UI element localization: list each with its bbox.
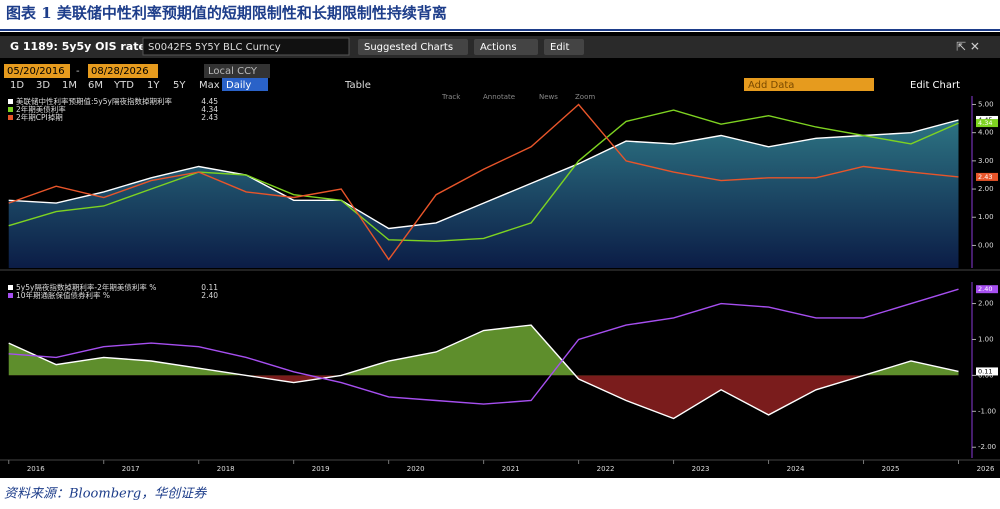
- menu-label: Actions: [480, 42, 517, 53]
- end-date-box[interactable]: [88, 64, 158, 78]
- source: 资料来源：Bloomberg，华创证券: [4, 487, 207, 502]
- figure-title: 图表 1 美联储中性利率预期值的短期限制性和长期限制性持续背离: [6, 4, 447, 22]
- add-data: Add Data: [748, 80, 794, 91]
- range-button[interactable]: 1Y: [147, 80, 160, 91]
- range-button[interactable]: 5Y: [173, 80, 186, 91]
- security: S0042FS 5Y5Y BLC Curncy: [148, 42, 281, 53]
- x-tick-label: 2016: [27, 465, 45, 473]
- line: [8, 324, 959, 420]
- end-tag: [976, 367, 998, 376]
- line: [8, 109, 959, 242]
- legend-value: 0.11: [201, 283, 218, 292]
- y-tick-label: 5.00: [978, 100, 994, 108]
- legend-swatch: [8, 115, 13, 120]
- icons[interactable]: ⇱ ✕: [956, 40, 980, 54]
- end-tag: [976, 119, 998, 128]
- range-button[interactable]: 6M: [88, 80, 103, 91]
- range-button[interactable]: Max: [199, 80, 220, 91]
- table-button[interactable]: Table: [344, 80, 371, 91]
- date-sep: -: [76, 66, 80, 77]
- y-tick-label: 2.00: [978, 185, 994, 193]
- x-tick-label: 2017: [122, 465, 140, 473]
- line: [8, 288, 959, 405]
- tool-button[interactable]: Zoom: [575, 93, 595, 101]
- legend-label: 5y5y隔夜指数掉期利率-2年期美债利率 %: [16, 282, 156, 292]
- end-tag-label: 2.40: [978, 285, 992, 293]
- y-tick-label: 1.00: [978, 213, 994, 221]
- end-tag-label: 0.11: [978, 367, 992, 375]
- y-tick-label: -1.00: [978, 407, 996, 415]
- x-tick-label: 2023: [692, 465, 710, 473]
- frequency: Daily: [226, 80, 251, 91]
- area: [8, 120, 959, 268]
- add-data-box[interactable]: [744, 78, 874, 91]
- edit-chart[interactable]: Edit Chart: [910, 80, 960, 91]
- frequency-box[interactable]: [222, 78, 268, 91]
- legend-label: 2年期美债利率: [16, 104, 66, 114]
- tool-button[interactable]: News: [539, 93, 558, 101]
- x-tick-label: 2024: [787, 465, 805, 473]
- start-date: 05/20/2016: [7, 66, 65, 77]
- legend-value: 2.40: [201, 291, 218, 300]
- menu-label: Edit: [550, 42, 569, 53]
- plot: -2.00-1.000.001.002.00201620172018201920…: [0, 282, 1000, 473]
- legend-swatch: [8, 293, 13, 298]
- range-button[interactable]: YTD: [113, 80, 134, 91]
- line: [8, 103, 959, 261]
- y-tick-label: 0.00: [978, 241, 994, 249]
- legend-label: 10年期通胀保值债券利率 %: [16, 290, 110, 300]
- legend-swatch: [8, 99, 13, 104]
- menu-button[interactable]: [474, 39, 538, 55]
- y-tick-label: 2.00: [978, 300, 994, 308]
- ticker: G 1189: 5y5y OIS rate: [10, 40, 146, 53]
- menu-label: Suggested Charts: [364, 42, 453, 53]
- area: [8, 375, 959, 419]
- x-tick-label: 2025: [882, 465, 900, 473]
- legend-value: 4.45: [201, 97, 218, 106]
- x-tick-label: 2022: [597, 465, 615, 473]
- start-date-box[interactable]: [4, 64, 70, 78]
- end-tag: [976, 285, 998, 294]
- x-tick-label: 2020: [407, 465, 425, 473]
- line: [8, 119, 959, 230]
- range-button[interactable]: 3D: [36, 80, 50, 91]
- menu-button[interactable]: [358, 39, 468, 55]
- legend-label: 美联储中性利率预期值:5y5y隔夜指数掉期利率: [16, 96, 172, 106]
- tool-button[interactable]: Track: [441, 93, 461, 101]
- legend-value: 4.34: [201, 105, 218, 114]
- end-tag: [976, 172, 998, 181]
- menu-button[interactable]: [544, 39, 584, 55]
- security-box[interactable]: [142, 37, 350, 56]
- tool-button[interactable]: Annotate: [483, 93, 515, 101]
- y-tick-label: 1.00: [978, 335, 994, 343]
- legend-value: 2.43: [201, 113, 218, 122]
- x-tick-label: 2019: [312, 465, 330, 473]
- area: [8, 325, 959, 376]
- y-tick-label: 4.00: [978, 129, 994, 137]
- legend-swatch: [8, 285, 13, 290]
- range-button[interactable]: 1M: [62, 80, 77, 91]
- x-tick-label: 2026: [977, 465, 995, 473]
- plot: 0.00 1.00 2.00 3.00 4.00 5.00 美联储中性利率预期值:5y5y隔…: [0, 96, 1000, 271]
- legend-label: 2年期CPI掉期: [16, 112, 63, 122]
- range-button[interactable]: 1D: [10, 80, 24, 91]
- currency-box[interactable]: [204, 64, 270, 78]
- y-tick-label: 3.00: [978, 157, 994, 165]
- y-tick-label: -2.00: [978, 443, 996, 451]
- end-tag-label: 2.43: [978, 173, 992, 181]
- legend-swatch: [8, 107, 13, 112]
- x-tick-label: 2018: [217, 465, 235, 473]
- x-tick-label: 2021: [502, 465, 520, 473]
- end-date: 08/28/2026: [91, 66, 149, 77]
- end-tag-label: 4.34: [978, 119, 992, 127]
- currency: Local CCY: [208, 66, 258, 77]
